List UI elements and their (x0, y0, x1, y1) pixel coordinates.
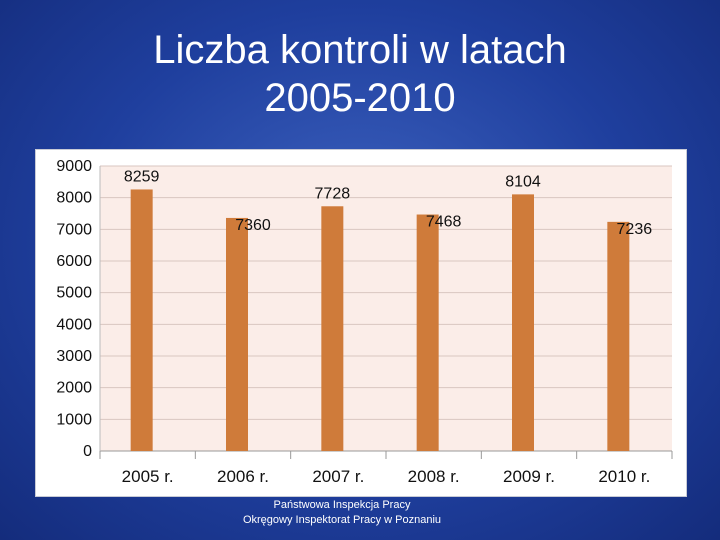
data-label: 7468 (426, 214, 462, 231)
bar (130, 189, 153, 451)
y-tick-label: 3000 (56, 348, 92, 365)
footer-line2: Okręgowy Inspektorat Pracy w Poznaniu (242, 514, 442, 526)
x-tick-label: 2010 r. (598, 467, 650, 486)
bar (607, 221, 630, 451)
footer: Państwowa Inspekcja Pracy Okręgowy Inspe… (0, 498, 684, 528)
y-tick-label: 8000 (56, 190, 92, 207)
slide-title: Liczba kontroli w latach 2005-2010 (0, 26, 720, 122)
x-tick-label: 2008 r. (408, 467, 460, 486)
y-tick-label: 7000 (56, 221, 92, 238)
plot-area (100, 166, 672, 451)
bar (416, 214, 439, 451)
x-tick-label: 2007 r. (312, 467, 364, 486)
y-tick-label: 9000 (56, 158, 92, 175)
data-label: 8259 (124, 168, 160, 185)
y-tick-label: 1000 (56, 411, 92, 428)
bar (512, 194, 534, 451)
chart-panel: 0 1000 2000 3000 4000 5000 6000 7000 8000 9000 825… (36, 150, 686, 496)
bar (321, 206, 344, 451)
data-label: 7236 (617, 221, 653, 238)
x-tick-label: 2006 r. (217, 467, 269, 486)
bar-chart: 0 1000 2000 3000 4000 5000 6000 7000 8000 9000 825… (56, 158, 673, 486)
x-tick-label: 2009 r. (503, 467, 555, 486)
footer-line1: Państwowa Inspekcja Pracy (273, 499, 411, 511)
x-tick-label: 2005 r. (122, 467, 174, 486)
y-tick-label: 4000 (56, 316, 92, 333)
bar (226, 217, 248, 451)
y-tick-label: 5000 (56, 285, 92, 302)
slide-title-line2: 2005-2010 (264, 76, 456, 120)
data-label: 7360 (235, 217, 271, 234)
y-tick-label: 6000 (56, 253, 92, 270)
data-label: 8104 (505, 173, 541, 190)
slide-title-line1: Liczba kontroli w latach (153, 28, 567, 72)
y-tick-label: 2000 (56, 380, 92, 397)
y-tick-label: 0 (83, 443, 92, 460)
data-label: 7728 (315, 185, 351, 202)
